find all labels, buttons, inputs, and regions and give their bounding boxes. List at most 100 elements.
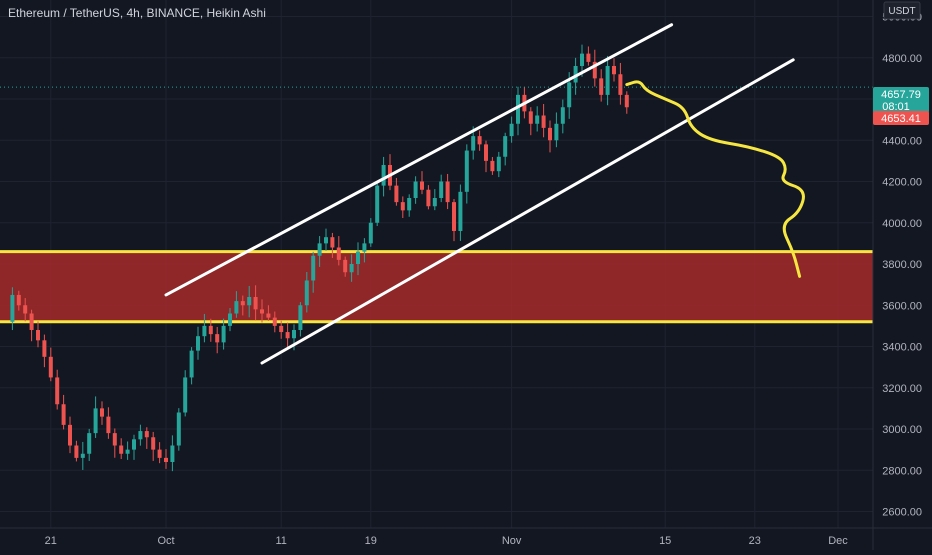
candle-body xyxy=(509,123,514,137)
candle-body xyxy=(176,412,181,446)
candle-body xyxy=(439,181,444,198)
candle-body xyxy=(496,156,501,172)
candle-body xyxy=(599,78,604,95)
drawings xyxy=(0,23,873,365)
y-tick-label: 3800.00 xyxy=(882,259,922,271)
candle-body xyxy=(580,53,584,66)
candle-body xyxy=(266,313,271,318)
candle-body xyxy=(298,305,303,330)
candle-body xyxy=(119,445,124,454)
y-tick-label: 3400.00 xyxy=(882,342,922,354)
last-price-tag xyxy=(873,87,929,113)
candle-body xyxy=(349,264,354,273)
candle-body xyxy=(29,313,34,330)
candle-body xyxy=(16,294,21,306)
candle-body xyxy=(490,160,495,172)
x-tick-label: 21 xyxy=(45,535,57,547)
y-tick-label: 3200.00 xyxy=(882,383,922,395)
candle-body xyxy=(420,181,424,190)
candle-body xyxy=(260,309,264,314)
candle-body xyxy=(445,181,450,203)
candle-body xyxy=(304,280,309,306)
y-tick-label: 4000.00 xyxy=(882,218,922,230)
secondary-price-tag xyxy=(873,111,929,125)
y-tick-label: 4400.00 xyxy=(882,135,922,147)
candle-body xyxy=(477,136,482,145)
candle-body xyxy=(208,325,213,335)
candle-body xyxy=(362,243,367,252)
candle-body xyxy=(586,53,591,62)
candle-body xyxy=(55,377,60,405)
candle-body xyxy=(80,453,85,458)
candle-body xyxy=(93,408,98,434)
y-tick-label: 4800.00 xyxy=(882,53,922,65)
candle-body xyxy=(368,222,373,244)
candle-body xyxy=(87,433,92,454)
candle-body xyxy=(285,332,290,339)
candle-body xyxy=(605,66,610,95)
y-tick-label: 2600.00 xyxy=(882,507,922,519)
candle-body xyxy=(528,111,533,124)
candle-body xyxy=(100,408,104,417)
candle-body xyxy=(324,237,328,244)
countdown-label: 08:01 xyxy=(882,101,910,113)
secondary-price-label: 4653.41 xyxy=(881,113,921,125)
y-tick-label: 3600.00 xyxy=(882,300,922,312)
candle-body xyxy=(560,107,565,124)
candle-body xyxy=(221,325,226,343)
x-tick-label: Oct xyxy=(157,535,174,547)
candle-body xyxy=(234,301,239,314)
candle-body xyxy=(240,301,245,306)
candle-body xyxy=(183,377,188,413)
y-tick-label: 2800.00 xyxy=(882,465,922,477)
candle-body xyxy=(151,437,156,450)
candle-body xyxy=(164,457,168,462)
candle-body xyxy=(132,439,136,450)
candle-body xyxy=(503,136,508,157)
candle-body xyxy=(170,445,175,462)
candle-body xyxy=(426,189,431,207)
candle-body xyxy=(138,431,143,440)
candle-body xyxy=(215,334,220,343)
candle-body xyxy=(343,259,348,273)
candle-body xyxy=(400,202,405,211)
currency-box[interactable] xyxy=(883,1,921,20)
currency-label: USDT xyxy=(888,6,915,17)
candle-body xyxy=(292,330,296,339)
candle-body xyxy=(74,445,79,458)
x-tick-label: Nov xyxy=(502,535,522,547)
y-tick-label: 3000.00 xyxy=(882,424,922,436)
candle-body xyxy=(471,136,476,151)
candle-body xyxy=(413,181,418,198)
y-tick-label: 4200.00 xyxy=(882,177,922,189)
candle-body xyxy=(189,350,194,378)
x-tick-label: Dec xyxy=(828,535,848,547)
candle-body xyxy=(375,185,380,223)
candle-body xyxy=(356,251,360,264)
candle-body xyxy=(10,294,15,322)
candle-body xyxy=(548,127,552,141)
candle-body xyxy=(458,191,463,231)
candle-body xyxy=(48,356,53,378)
candle-body xyxy=(125,449,130,454)
projection-path xyxy=(625,80,805,278)
candle-body xyxy=(23,305,28,314)
candle-body xyxy=(279,325,284,333)
candle-body xyxy=(311,255,316,281)
candle-body xyxy=(202,325,207,337)
chart-title: Ethereum / TetherUS, 4h, BINANCE, Heikin… xyxy=(8,6,266,20)
candle-body xyxy=(541,115,546,128)
candle-body xyxy=(42,340,47,357)
candle-body xyxy=(106,416,111,434)
x-tick-label: 19 xyxy=(365,535,377,547)
candle-body xyxy=(567,82,572,108)
candle-body xyxy=(535,115,540,124)
candle-body xyxy=(573,66,578,83)
candle-body xyxy=(484,144,488,161)
candle-body xyxy=(317,243,322,256)
x-tick-label: 23 xyxy=(749,535,761,547)
candle-body xyxy=(452,202,456,231)
candle-body xyxy=(253,297,258,310)
candle-body xyxy=(157,449,162,458)
